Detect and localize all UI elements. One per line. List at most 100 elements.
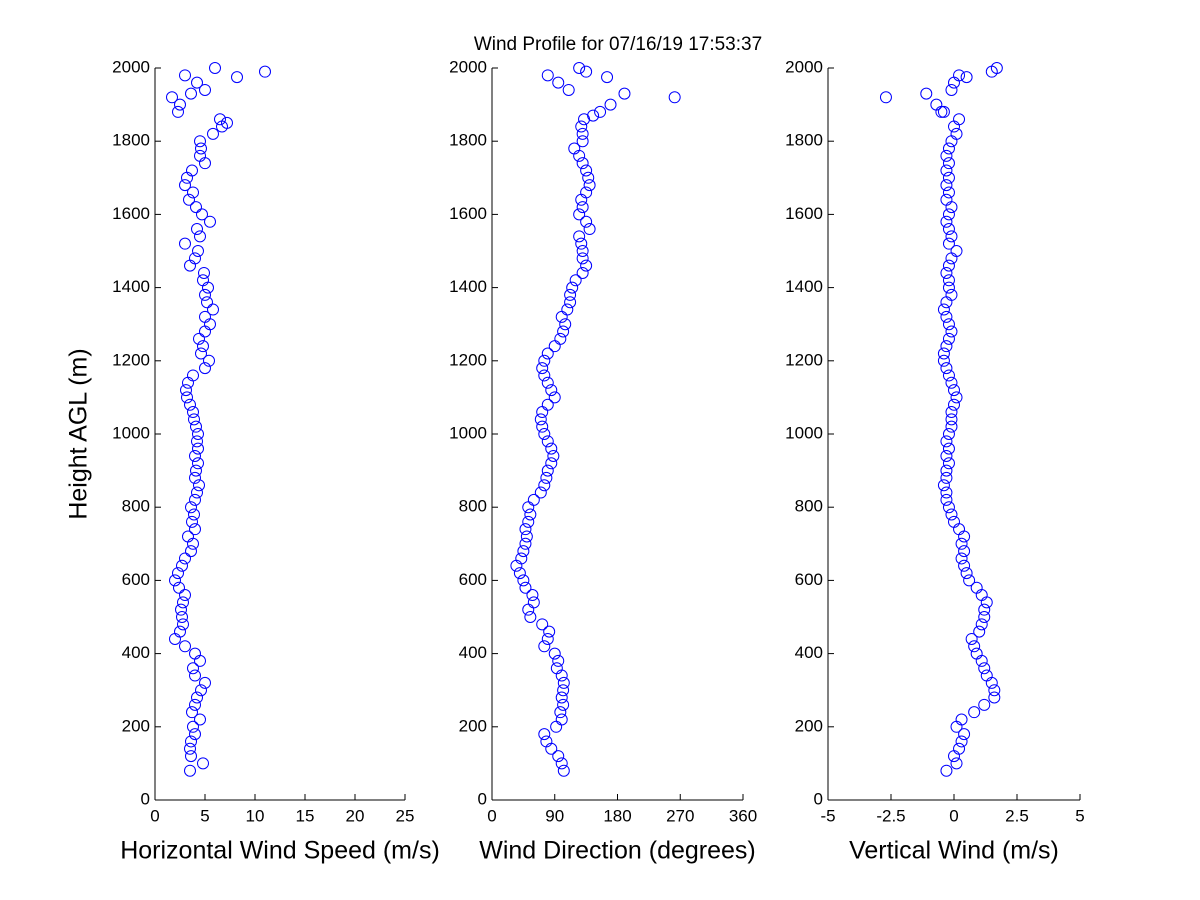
y-tick-label: 200 [459,716,487,735]
data-point [552,750,565,763]
data-point [940,340,953,353]
y-tick-label: 400 [122,643,150,662]
data-point [538,428,551,440]
data-point [555,713,568,726]
y-tick-label: 2000 [785,57,823,76]
x-tick-label: 0 [949,806,958,825]
data-point [562,83,575,96]
data-point [575,237,588,250]
data-point [192,428,204,440]
data-point [937,347,950,360]
data-point [231,71,243,84]
data-point [221,116,233,129]
data-point [576,157,589,170]
data-point [199,288,211,301]
data-point [545,442,558,455]
data-point [189,728,201,741]
data-point [187,406,199,419]
data-point [513,567,526,580]
data-point [541,376,554,389]
data-point [199,362,211,375]
data-point [555,310,568,323]
y-tick-label: 1200 [785,350,823,369]
data-point [948,750,960,763]
data-point [942,428,955,440]
data-point [214,113,226,126]
data-point [940,493,953,506]
data-point [935,105,948,118]
data-point [194,149,206,162]
data-point [557,676,570,689]
data-point [177,596,189,609]
y-tick-label: 600 [122,570,150,589]
data-point [184,398,196,411]
data-point [942,501,955,514]
data-point [945,508,958,521]
data-point [179,237,191,250]
data-point [953,113,966,126]
data-point [557,764,570,777]
data-point [172,567,184,580]
data-point [940,296,953,309]
y-tick-label: 800 [459,497,487,516]
data-point [576,135,589,148]
data-point [188,413,200,426]
data-point [179,179,191,192]
y-tick-label: 1600 [449,204,487,223]
data-point [945,406,958,419]
data-point [942,171,955,184]
data-point [176,611,188,623]
data-point [942,332,955,345]
data-point [557,684,570,697]
data-point [189,669,201,682]
data-point [207,127,219,140]
data-point [188,508,200,521]
data-point [173,581,185,594]
data-point [940,266,953,279]
y-tick-label: 600 [795,570,823,589]
data-point [942,142,955,155]
data-point [953,523,966,536]
data-point [190,201,202,214]
data-point [191,223,203,236]
data-point [564,296,577,309]
data-point [548,647,561,660]
data-point [942,457,955,470]
data-point [522,515,535,528]
data-point [940,764,953,777]
data-point [555,757,568,770]
data-point [177,618,189,631]
y-tick-label: 1600 [112,204,150,223]
data-point [541,69,554,82]
data-point [207,303,219,316]
data-point [166,91,178,104]
data-point [182,530,194,543]
data-point [541,347,554,360]
y-tick-label: 1000 [449,423,487,442]
y-tick-label: 1200 [112,350,150,369]
data-point [955,713,968,726]
data-point [940,449,953,462]
data-point [978,603,991,616]
data-point [181,391,193,404]
data-point [538,640,551,653]
data-point [194,654,206,667]
data-point [937,303,950,316]
data-point [950,127,963,140]
data-point [187,720,199,733]
x-tick-label: 270 [666,806,694,825]
data-point [536,362,549,375]
data-point [618,87,631,100]
data-point [953,742,966,755]
data-point [955,735,968,748]
data-point [942,442,955,455]
data-point [945,376,958,389]
chart-title: Wind Profile for 07/16/19 17:53:37 [474,34,762,55]
data-point [185,735,197,748]
y-tick-label: 1400 [112,277,150,296]
data-point [978,662,991,675]
data-point [183,193,195,206]
data-point [940,215,953,228]
x-tick-label: 5 [200,806,209,825]
data-point [185,545,197,558]
